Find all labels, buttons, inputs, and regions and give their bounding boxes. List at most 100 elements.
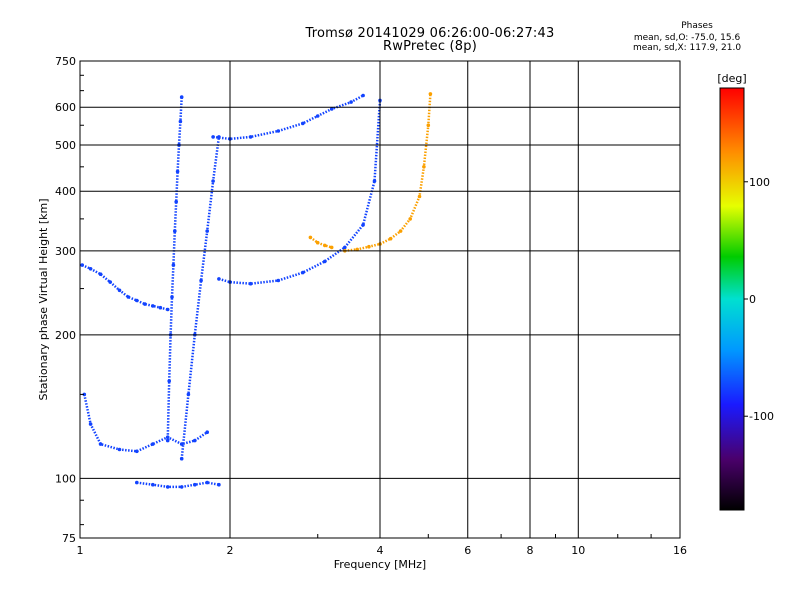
data-point xyxy=(308,235,313,240)
data-point xyxy=(417,194,422,199)
data-point xyxy=(88,422,93,426)
data-point xyxy=(388,236,393,241)
data-point xyxy=(349,100,353,104)
stats-x-mode: mean, sd,X: 117.9, 21.0 xyxy=(632,43,742,53)
trace-line xyxy=(344,93,432,253)
colorbar-tick-label: 0 xyxy=(749,293,756,306)
data-point xyxy=(126,295,131,299)
x-tick-label: 10 xyxy=(571,544,585,557)
stats-o-mode: mean, sd,O: -75.0, 15.6 xyxy=(633,33,741,43)
data-point xyxy=(199,278,203,283)
data-point xyxy=(135,449,139,454)
data-point xyxy=(108,280,112,284)
data-point xyxy=(315,114,320,118)
x-axis-title: Frequency [MHz] xyxy=(334,558,426,571)
data-point xyxy=(98,442,103,446)
data-point xyxy=(158,305,163,310)
colorbar: [deg] 100 0 -100 xyxy=(717,72,774,511)
y-tick-label: 300 xyxy=(55,245,76,258)
trace-line xyxy=(180,136,221,459)
data-point xyxy=(211,179,215,183)
data-point xyxy=(135,298,139,303)
colorbar-tick-label: 100 xyxy=(749,176,770,189)
trace-line xyxy=(218,100,382,285)
trace-line xyxy=(309,236,333,249)
trace-line xyxy=(166,97,183,441)
data-point xyxy=(186,392,191,397)
x-tick-label: 6 xyxy=(464,544,471,557)
data-point xyxy=(179,95,184,99)
data-point xyxy=(143,302,147,306)
data-point xyxy=(301,121,305,126)
data-point xyxy=(80,263,84,267)
chart-title: Tromsø 20141029 06:26:00-06:27:43 xyxy=(305,26,555,41)
colorbar-gradient xyxy=(719,87,745,511)
data-point xyxy=(372,179,377,183)
data-point xyxy=(217,482,221,487)
data-point xyxy=(179,485,184,489)
data-point xyxy=(205,229,209,233)
data-point xyxy=(205,430,209,435)
data-point xyxy=(165,307,170,312)
data-point xyxy=(422,165,426,169)
data-point xyxy=(361,223,365,227)
data-point xyxy=(205,480,209,485)
y-axis-title: Stationary phase Virtual Height [km] xyxy=(37,198,50,400)
data-point xyxy=(171,263,176,267)
data-point xyxy=(367,244,371,249)
data-point xyxy=(398,229,403,233)
data-point xyxy=(211,135,215,139)
data-point xyxy=(361,93,365,98)
data-point xyxy=(323,243,327,248)
data-point xyxy=(329,245,334,250)
data-point xyxy=(426,123,431,128)
data-point xyxy=(98,272,103,277)
series-o-mode xyxy=(80,93,382,489)
data-point xyxy=(329,107,334,111)
colorbar-unit-label: [deg] xyxy=(717,72,746,85)
x-tick-label: 16 xyxy=(673,544,687,557)
x-tick-label: 1 xyxy=(77,544,84,557)
data-point xyxy=(315,240,320,245)
data-point xyxy=(248,135,253,139)
data-point xyxy=(165,485,170,489)
data-point xyxy=(117,447,122,452)
data-point xyxy=(179,442,184,446)
x-tick-label: 8 xyxy=(527,544,534,557)
data-point xyxy=(193,438,197,443)
y-tick-label: 500 xyxy=(55,139,76,152)
y-tick-label: 100 xyxy=(55,472,76,485)
y-tick-label: 200 xyxy=(55,329,76,342)
series-x-mode xyxy=(308,92,433,253)
data-point xyxy=(355,247,360,252)
data-point xyxy=(173,229,177,233)
data-point xyxy=(323,259,327,264)
y-tick-label: 750 xyxy=(55,55,76,68)
data-point xyxy=(178,119,183,124)
data-point xyxy=(276,129,281,133)
data-point xyxy=(175,169,180,174)
data-point xyxy=(428,92,433,96)
axes: 1 2 4 6 8 10 16 75 100 200 300 400 500 600 750 Frequenc… xyxy=(37,55,687,571)
y-tick-label: 75 xyxy=(62,532,76,545)
data-point xyxy=(174,200,178,204)
data-point xyxy=(276,278,281,283)
data-point xyxy=(167,379,171,383)
data-point xyxy=(117,288,122,293)
data-point xyxy=(82,392,87,397)
data-point xyxy=(151,482,155,487)
trace-line xyxy=(81,263,168,311)
plot-frame xyxy=(79,60,681,539)
data-point xyxy=(193,482,197,487)
x-tick-label: 4 xyxy=(377,544,384,557)
data-point xyxy=(217,277,221,281)
trace-line xyxy=(83,394,208,453)
data-point xyxy=(165,435,170,440)
stats-label: Phases xyxy=(681,21,713,31)
data-point xyxy=(135,480,139,485)
data-point xyxy=(179,456,184,461)
x-tick-label: 2 xyxy=(227,544,234,557)
data-point xyxy=(170,295,174,299)
y-tick-label: 400 xyxy=(55,185,76,198)
